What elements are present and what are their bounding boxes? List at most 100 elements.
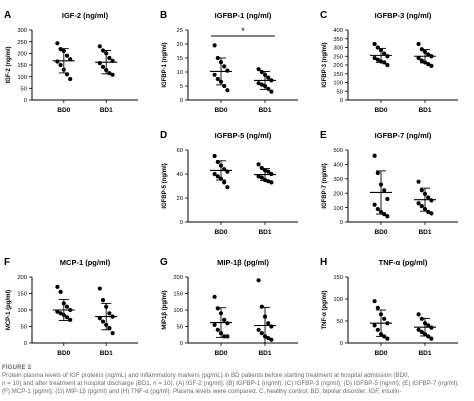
y-tick-label: 0 bbox=[180, 98, 183, 104]
data-point bbox=[372, 323, 377, 328]
y-tick-label: 0 bbox=[24, 98, 27, 104]
data-point bbox=[100, 64, 106, 69]
data-point bbox=[225, 321, 230, 326]
y-tick-label: 150 bbox=[333, 72, 343, 78]
y-axis-label: IGFBP-3 (ng/ml) bbox=[322, 42, 328, 87]
panel-title: MCP-1 (pg/ml) bbox=[60, 258, 111, 267]
y-tick-label: 150 bbox=[173, 292, 183, 298]
panel-title: MIP-1β (pg/ml) bbox=[217, 258, 269, 267]
series-bd1 bbox=[414, 312, 436, 341]
data-point bbox=[419, 204, 424, 209]
data-point bbox=[372, 299, 377, 304]
panel-title: IGFBP-5 (ng/ml) bbox=[215, 131, 272, 140]
series-bd1 bbox=[254, 278, 276, 344]
data-point bbox=[385, 62, 390, 68]
y-axis-label: IGFBP-5 (ng/ml) bbox=[162, 163, 168, 208]
series-bd0 bbox=[52, 41, 75, 82]
panel-title: IGFBP-3 (ng/ml) bbox=[375, 11, 432, 20]
data-point bbox=[266, 179, 271, 184]
series-bd0 bbox=[370, 41, 392, 68]
y-axis-label: MCP-1 (pg/ml) bbox=[6, 290, 12, 330]
data-point bbox=[256, 81, 261, 86]
data-point bbox=[375, 170, 380, 176]
data-point bbox=[372, 153, 377, 158]
data-point bbox=[426, 52, 431, 57]
y-tick-label: 100 bbox=[333, 81, 343, 87]
data-point bbox=[416, 55, 421, 61]
data-point bbox=[382, 51, 387, 56]
data-point bbox=[375, 57, 380, 62]
data-point bbox=[58, 47, 63, 52]
y-tick-label: 100 bbox=[17, 308, 27, 314]
data-point bbox=[100, 319, 106, 324]
panel-letter: F bbox=[4, 257, 10, 268]
data-point bbox=[385, 54, 390, 59]
data-point bbox=[269, 180, 274, 185]
panel-title: IGF-2 (ng/ml) bbox=[62, 11, 109, 20]
data-point bbox=[107, 326, 112, 331]
data-point bbox=[385, 196, 390, 202]
series-bd1 bbox=[414, 41, 436, 68]
series-bd0 bbox=[210, 43, 232, 93]
panel-e: E IGFBP-7 (ng/ml) 0 100 200 300 400 500 IGFBP-7 … bbox=[320, 130, 458, 236]
data-point bbox=[372, 55, 377, 61]
x-tick-label: BD1 bbox=[100, 107, 113, 114]
y-tick-label: 60 bbox=[177, 148, 183, 154]
x-tick-label: BD1 bbox=[418, 229, 431, 236]
data-point bbox=[372, 41, 377, 47]
data-point bbox=[416, 179, 421, 184]
data-point bbox=[429, 336, 434, 341]
x-tick-label: BD1 bbox=[258, 229, 271, 236]
data-point bbox=[212, 43, 217, 48]
data-point bbox=[110, 72, 115, 77]
panel-f: F MCP-1 (pg/ml) 0 50 100 150 200 MCP-1 (pg/ml) B… bbox=[4, 257, 138, 357]
panel-d: D IGFBP-5 (ng/ml) 0 20 40 60 IGFBP-5 (ng/ml) BD… bbox=[160, 130, 298, 236]
data-point bbox=[259, 331, 264, 336]
data-point bbox=[259, 69, 264, 75]
data-point bbox=[64, 53, 70, 58]
x-tick-label: BD1 bbox=[258, 107, 271, 114]
panel-c: C IGFBP-3 (ng/ml) 0 50 100 150 200 250 300 350 400… bbox=[320, 10, 458, 114]
series-bd1 bbox=[414, 179, 436, 216]
y-tick-label: 0 bbox=[340, 220, 343, 226]
panel-letter: B bbox=[160, 10, 167, 21]
data-point bbox=[55, 41, 60, 46]
data-point bbox=[256, 327, 261, 332]
data-point bbox=[225, 334, 230, 339]
y-axis-label: TNF-α (pg/ml) bbox=[322, 290, 328, 329]
y-tick-label: 10 bbox=[177, 70, 183, 76]
data-point bbox=[375, 206, 380, 212]
data-point bbox=[375, 327, 380, 332]
data-point bbox=[58, 289, 63, 294]
y-tick-label: 300 bbox=[17, 28, 27, 34]
series-bd1 bbox=[95, 286, 118, 336]
data-point bbox=[382, 316, 387, 321]
data-point bbox=[372, 202, 377, 207]
data-point bbox=[416, 312, 421, 317]
data-point bbox=[429, 63, 434, 68]
data-point bbox=[266, 86, 271, 91]
x-tick-label: BD0 bbox=[374, 107, 387, 114]
data-point bbox=[100, 298, 106, 303]
panel-letter: E bbox=[320, 130, 327, 141]
data-point bbox=[212, 322, 217, 327]
series-bd1 bbox=[254, 162, 276, 185]
data-point bbox=[419, 329, 424, 335]
data-point bbox=[107, 311, 112, 316]
data-point bbox=[266, 75, 271, 80]
y-tick-label: 50 bbox=[21, 87, 27, 93]
data-point bbox=[68, 76, 73, 82]
y-tick-label: 350 bbox=[333, 37, 343, 43]
y-tick-label: 25 bbox=[177, 28, 183, 34]
x-tick-label: BD1 bbox=[258, 350, 271, 357]
panel-h: H TNF-α (pg/ml) 0 50 100 150 TNF-α (pg/ml) BD0 B… bbox=[320, 257, 458, 357]
series-bd0 bbox=[210, 294, 232, 339]
figure-caption-text: Protein plasma levels of IGF proteins (n… bbox=[2, 372, 459, 395]
series-bd0 bbox=[370, 299, 392, 341]
y-tick-label: 250 bbox=[333, 54, 343, 60]
y-tick-label: 250 bbox=[17, 40, 27, 46]
data-point bbox=[416, 41, 421, 47]
data-point bbox=[256, 278, 261, 283]
x-tick-label: BD0 bbox=[214, 350, 227, 357]
panel-letter: C bbox=[320, 10, 327, 21]
